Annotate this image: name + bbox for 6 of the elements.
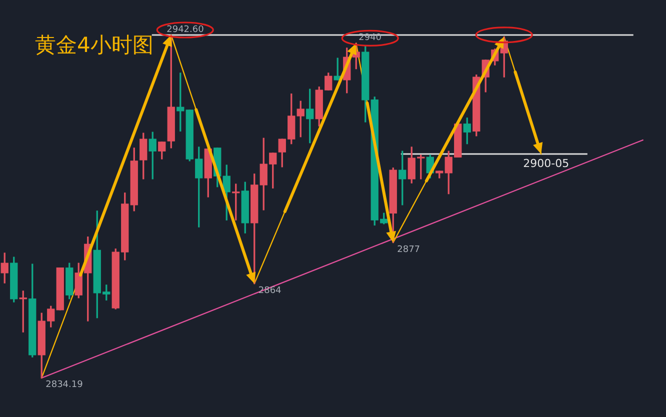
annotation: 2900-05 [523,156,570,170]
chart-title: 黄金4小时图 [35,33,154,58]
annotation: 2942.60 [166,24,204,34]
annotation: 2864 [258,286,282,296]
text: 2834.19 [46,380,83,390]
annotation: 2877 [397,244,420,255]
